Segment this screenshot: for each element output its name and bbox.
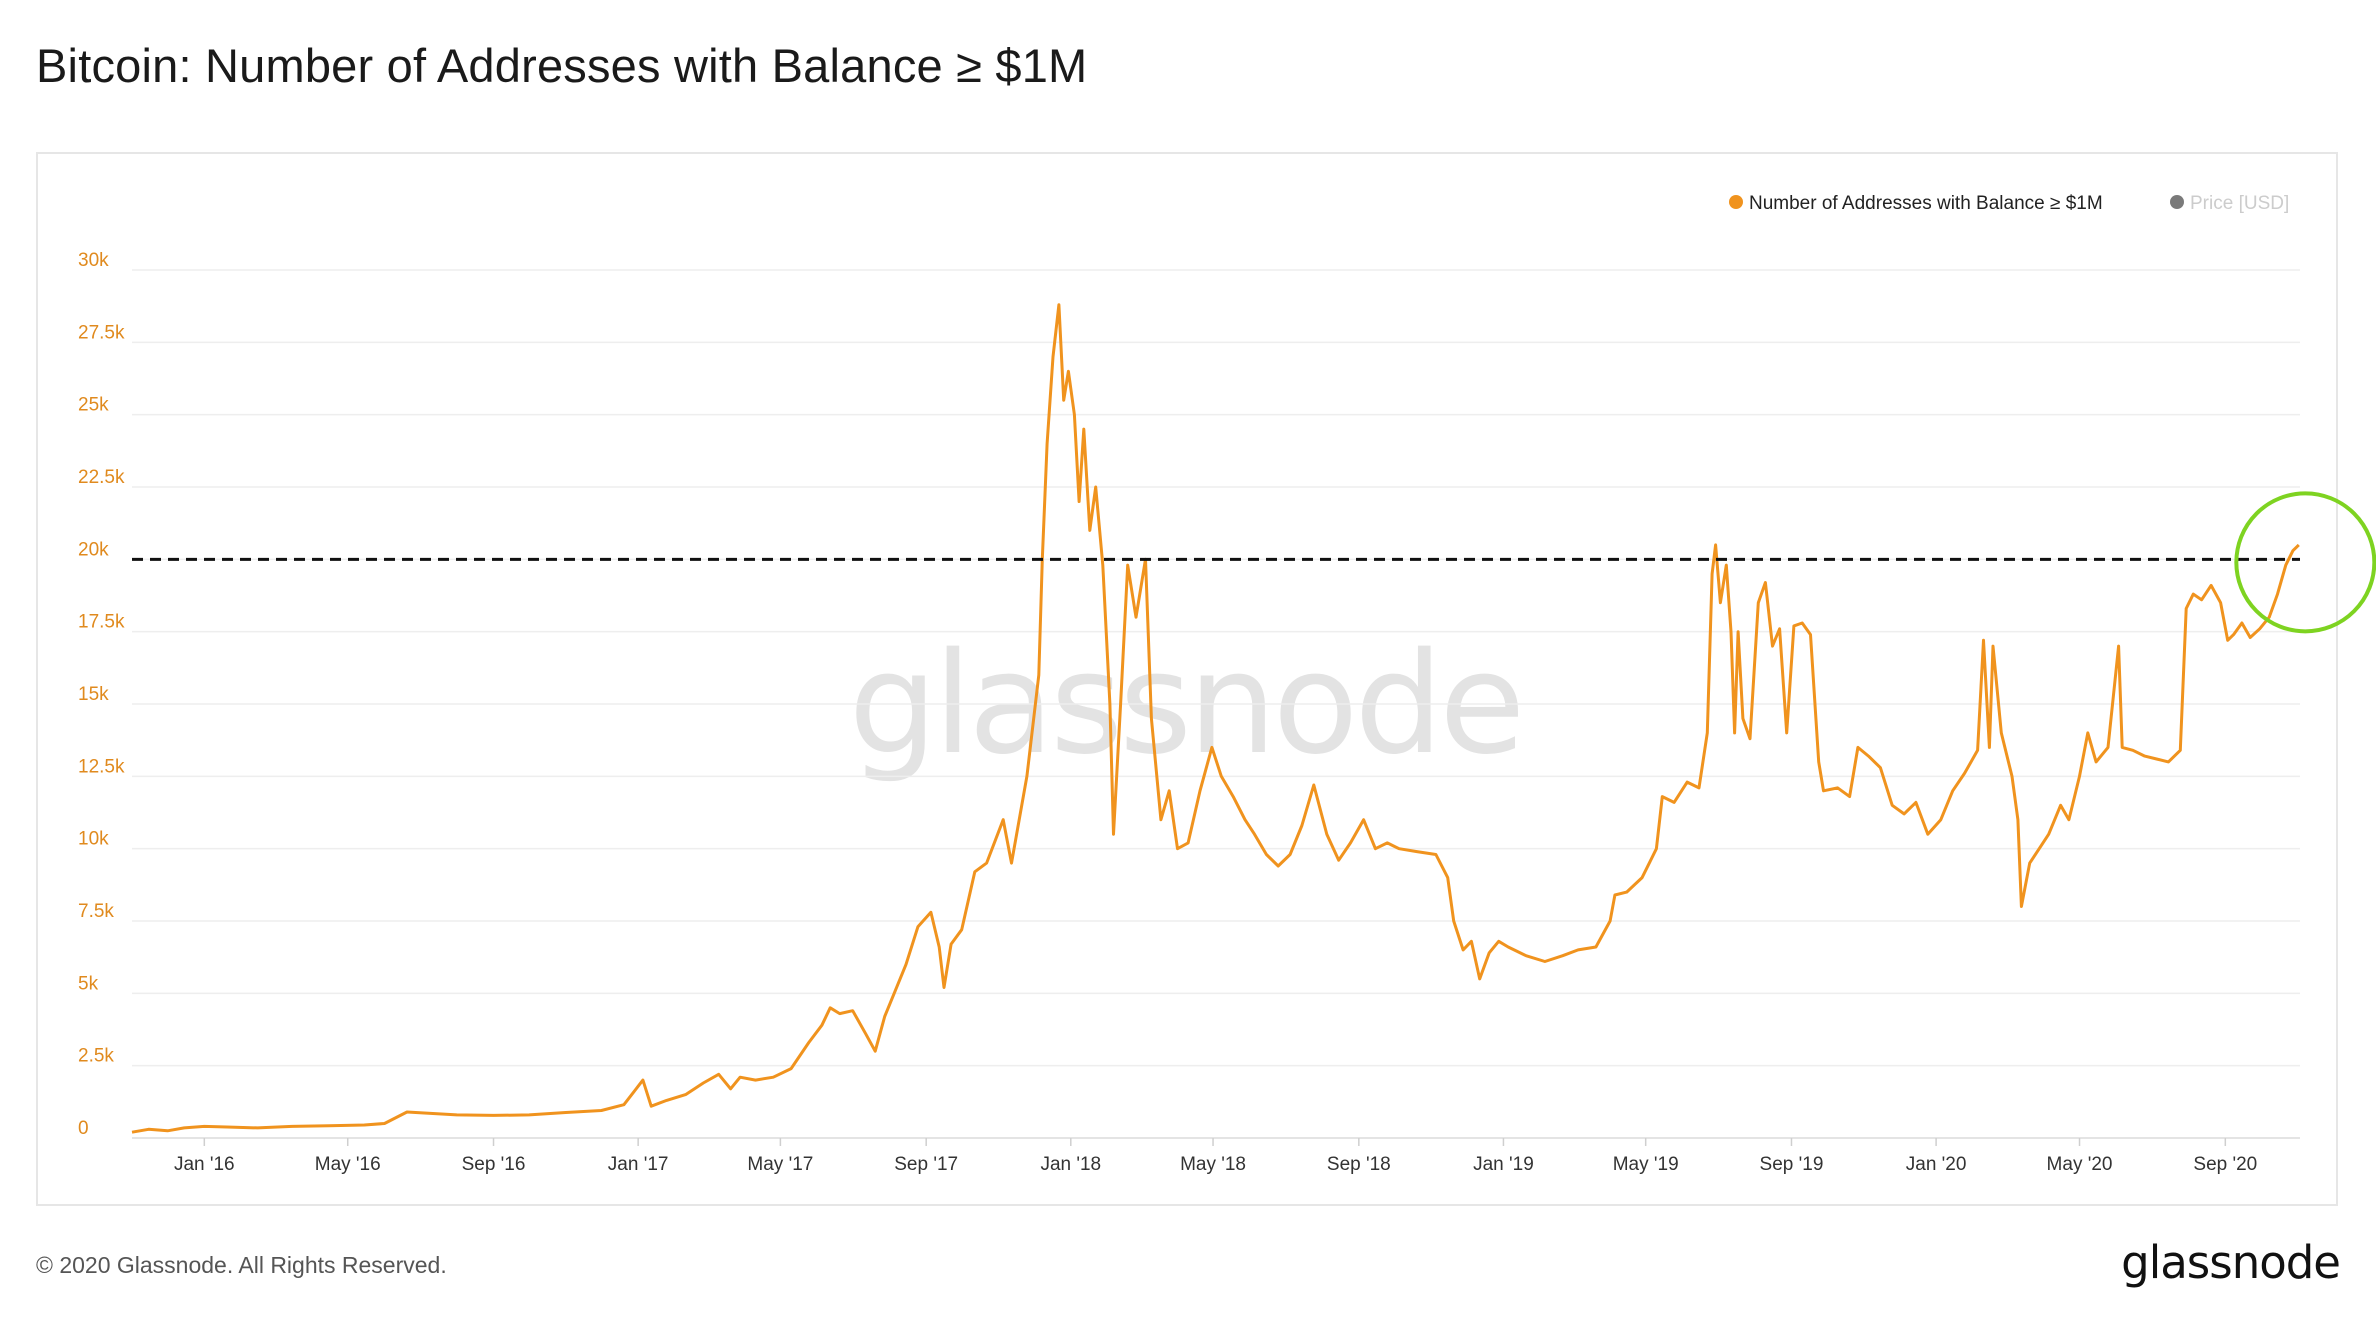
legend-label-addresses[interactable]: Number of Addresses with Balance ≥ $1M — [1749, 193, 2103, 214]
x-tick-label: May '20 — [2047, 1154, 2113, 1175]
y-tick-label: 10k — [78, 829, 109, 850]
y-tick-label: 5k — [78, 973, 99, 994]
y-tick-label: 20k — [78, 539, 109, 560]
x-tick-label: Sep '20 — [2193, 1154, 2257, 1175]
legend-dot-addresses[interactable] — [1729, 195, 1743, 209]
y-axis-ticks: 0 2.5k 5k 7.5k 10k 12.5k 15k 17.5k 20k 22.5k 25k 27… — [78, 250, 125, 1139]
y-tick-label: 15k — [78, 684, 109, 705]
x-tick-label: Sep '19 — [1760, 1154, 1824, 1175]
x-tick-label: May '19 — [1613, 1154, 1679, 1175]
highlight-circle — [2234, 491, 2376, 634]
grid-lines — [132, 269, 2300, 1139]
legend-label-price[interactable]: Price [USD] — [2190, 193, 2289, 214]
x-tick-label: May '16 — [315, 1154, 381, 1175]
x-tick-label: May '18 — [1180, 1154, 1246, 1175]
y-tick-label: 17.5k — [78, 612, 125, 633]
y-tick-label: 25k — [78, 395, 109, 416]
brand-logo: glassnode — [2121, 1236, 2341, 1289]
y-tick-label: 7.5k — [78, 901, 114, 922]
y-tick-label: 2.5k — [78, 1046, 114, 1067]
x-tick-label: Sep '17 — [894, 1154, 958, 1175]
y-tick-label: 22.5k — [78, 467, 125, 488]
y-tick-label: 12.5k — [78, 756, 125, 777]
x-tick-label: Sep '16 — [462, 1154, 526, 1175]
x-axis-ticks: Jan '16 May '16 Sep '16 Jan '17 May '17 Sep '… — [174, 1138, 2257, 1175]
legend: Number of Addresses with Balance ≥ $1M P… — [1729, 193, 2289, 214]
x-tick-label: Jan '20 — [1906, 1154, 1967, 1175]
x-tick-label: Jan '17 — [608, 1154, 669, 1175]
chart-title: Bitcoin: Number of Addresses with Balanc… — [36, 39, 1088, 92]
x-tick-label: Jan '18 — [1040, 1154, 1101, 1175]
y-tick-label: 0 — [78, 1118, 89, 1139]
copyright-text: © 2020 Glassnode. All Rights Reserved. — [36, 1252, 447, 1278]
x-tick-label: Sep '18 — [1327, 1154, 1391, 1175]
y-tick-label: 30k — [78, 250, 109, 271]
x-tick-label: May '17 — [747, 1154, 813, 1175]
x-tick-label: Jan '19 — [1473, 1154, 1534, 1175]
y-tick-label: 27.5k — [78, 322, 125, 343]
chart-panel — [36, 152, 2338, 1206]
x-tick-label: Jan '16 — [174, 1154, 235, 1175]
legend-dot-price[interactable] — [2170, 195, 2184, 209]
series-line — [131, 303, 2300, 1134]
